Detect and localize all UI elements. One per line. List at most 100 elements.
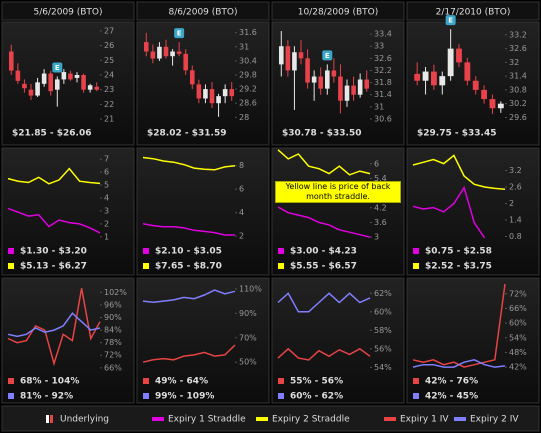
y-tick-label: 48% (509, 348, 527, 357)
legend-swatch (50, 415, 53, 423)
y-tick-label: 62% (374, 289, 392, 298)
panel (136, 277, 270, 404)
y-tick-label: 8 (239, 161, 244, 170)
series-line (277, 292, 371, 313)
candle-body (209, 89, 215, 104)
candle-body (456, 48, 462, 63)
panel (406, 277, 540, 404)
event-label: E (55, 64, 60, 72)
y-tick-label: 54% (374, 363, 392, 372)
y-tick-label: 4.2 (374, 203, 387, 212)
header-bar (271, 1, 405, 21)
y-tick-label: 5.4 (374, 174, 387, 183)
series-line (277, 206, 371, 238)
legend-swatch (278, 263, 284, 269)
candle-body (285, 46, 291, 71)
range-label: $29.75 - $33.45 (417, 129, 496, 139)
y-tick-label: 32.6 (374, 54, 392, 63)
y-tick-label: 78% (104, 338, 122, 347)
y-tick-label: 29.6 (509, 113, 527, 122)
y-tick-label: 3 (104, 206, 109, 215)
range-label: 42% - 76% (425, 377, 478, 387)
candle-body (489, 99, 496, 109)
y-tick-label: 31.6 (239, 28, 257, 37)
range-label: 42% - 45% (425, 392, 478, 402)
candle-body (422, 71, 429, 81)
y-tick-label: 25 (104, 56, 114, 65)
y-tick-label: 4 (239, 208, 244, 217)
legend-label: Expiry 1 Straddle (168, 415, 246, 425)
candle-body (68, 73, 73, 80)
series-line (277, 347, 371, 361)
y-tick-label: 3 (374, 233, 379, 242)
event-icon (174, 28, 185, 39)
column-title: 8/6/2009 (BTO) (168, 8, 237, 18)
y-tick-label: 30.6 (374, 114, 392, 123)
panel (271, 277, 405, 404)
series-line (277, 149, 371, 176)
column-title: 5/6/2009 (BTO) (33, 8, 102, 18)
series-line (412, 154, 506, 190)
candle-body (203, 89, 208, 99)
legend-swatch (152, 417, 164, 421)
candle-body (28, 89, 34, 96)
legend-label: Underlying (60, 415, 109, 425)
header-bar (1, 1, 135, 21)
candle-body (338, 76, 343, 101)
y-tick-label: 60% (509, 319, 527, 328)
y-tick-label: 23 (104, 85, 114, 94)
y-tick-label: 2 (239, 232, 244, 241)
candle-body (311, 76, 317, 83)
y-tick-label: 32.2 (374, 66, 392, 75)
candle-body (222, 89, 228, 97)
range-label: $2.10 - $3.05 (155, 247, 222, 257)
candle-body (81, 75, 86, 90)
legend-swatch (278, 378, 284, 384)
candle-body (48, 73, 54, 92)
y-tick-label: 4 (104, 194, 109, 203)
series-line (7, 207, 101, 234)
range-label: 68% - 104% (20, 377, 79, 387)
legend-swatch (8, 263, 14, 269)
event-icon (445, 15, 456, 26)
legend-swatch (413, 248, 419, 254)
legend-swatch (454, 417, 466, 421)
y-tick-label: 1 (104, 232, 109, 241)
y-tick-label: 6 (374, 159, 379, 168)
range-label: 99% - 109% (155, 392, 214, 402)
y-tick-label: 29.2 (239, 85, 257, 94)
y-tick-label: 66% (104, 363, 122, 372)
legend-label: Expiry 2 Straddle (272, 415, 350, 425)
range-label: $2.52 - $3.75 (425, 262, 492, 272)
legend-swatch (278, 393, 284, 399)
panel (136, 21, 270, 146)
legend-swatch (143, 248, 149, 254)
candle-body (414, 73, 421, 81)
candle-body (351, 85, 356, 95)
series-line (412, 185, 486, 239)
y-tick-label: 58% (374, 326, 392, 335)
y-tick-label: 32.6 (509, 44, 527, 53)
legend-swatch (143, 393, 149, 399)
annotation: Yellow line is price of back month strad… (275, 181, 401, 203)
y-tick-label: 33.4 (374, 30, 392, 39)
series-line (7, 167, 101, 185)
candle-body (8, 51, 14, 71)
candle-body (472, 80, 479, 90)
candle-body (331, 70, 337, 77)
column-title: 2/17/2010 (BTO) (436, 8, 511, 18)
range-label: $0.75 - $2.58 (425, 247, 492, 257)
y-tick-label: 30.4 (239, 56, 257, 65)
candle-body (481, 89, 488, 100)
y-tick-label: 31 (239, 42, 249, 51)
series-line (7, 312, 101, 338)
y-tick-label: 1.4 (509, 216, 522, 225)
candle-body (176, 51, 182, 54)
legend-swatch (143, 263, 149, 269)
y-tick-label: 24 (104, 71, 114, 80)
range-label: 55% - 56% (290, 377, 343, 387)
event-label: E (325, 52, 330, 60)
candle-body (35, 82, 40, 96)
candle-body (447, 48, 454, 77)
